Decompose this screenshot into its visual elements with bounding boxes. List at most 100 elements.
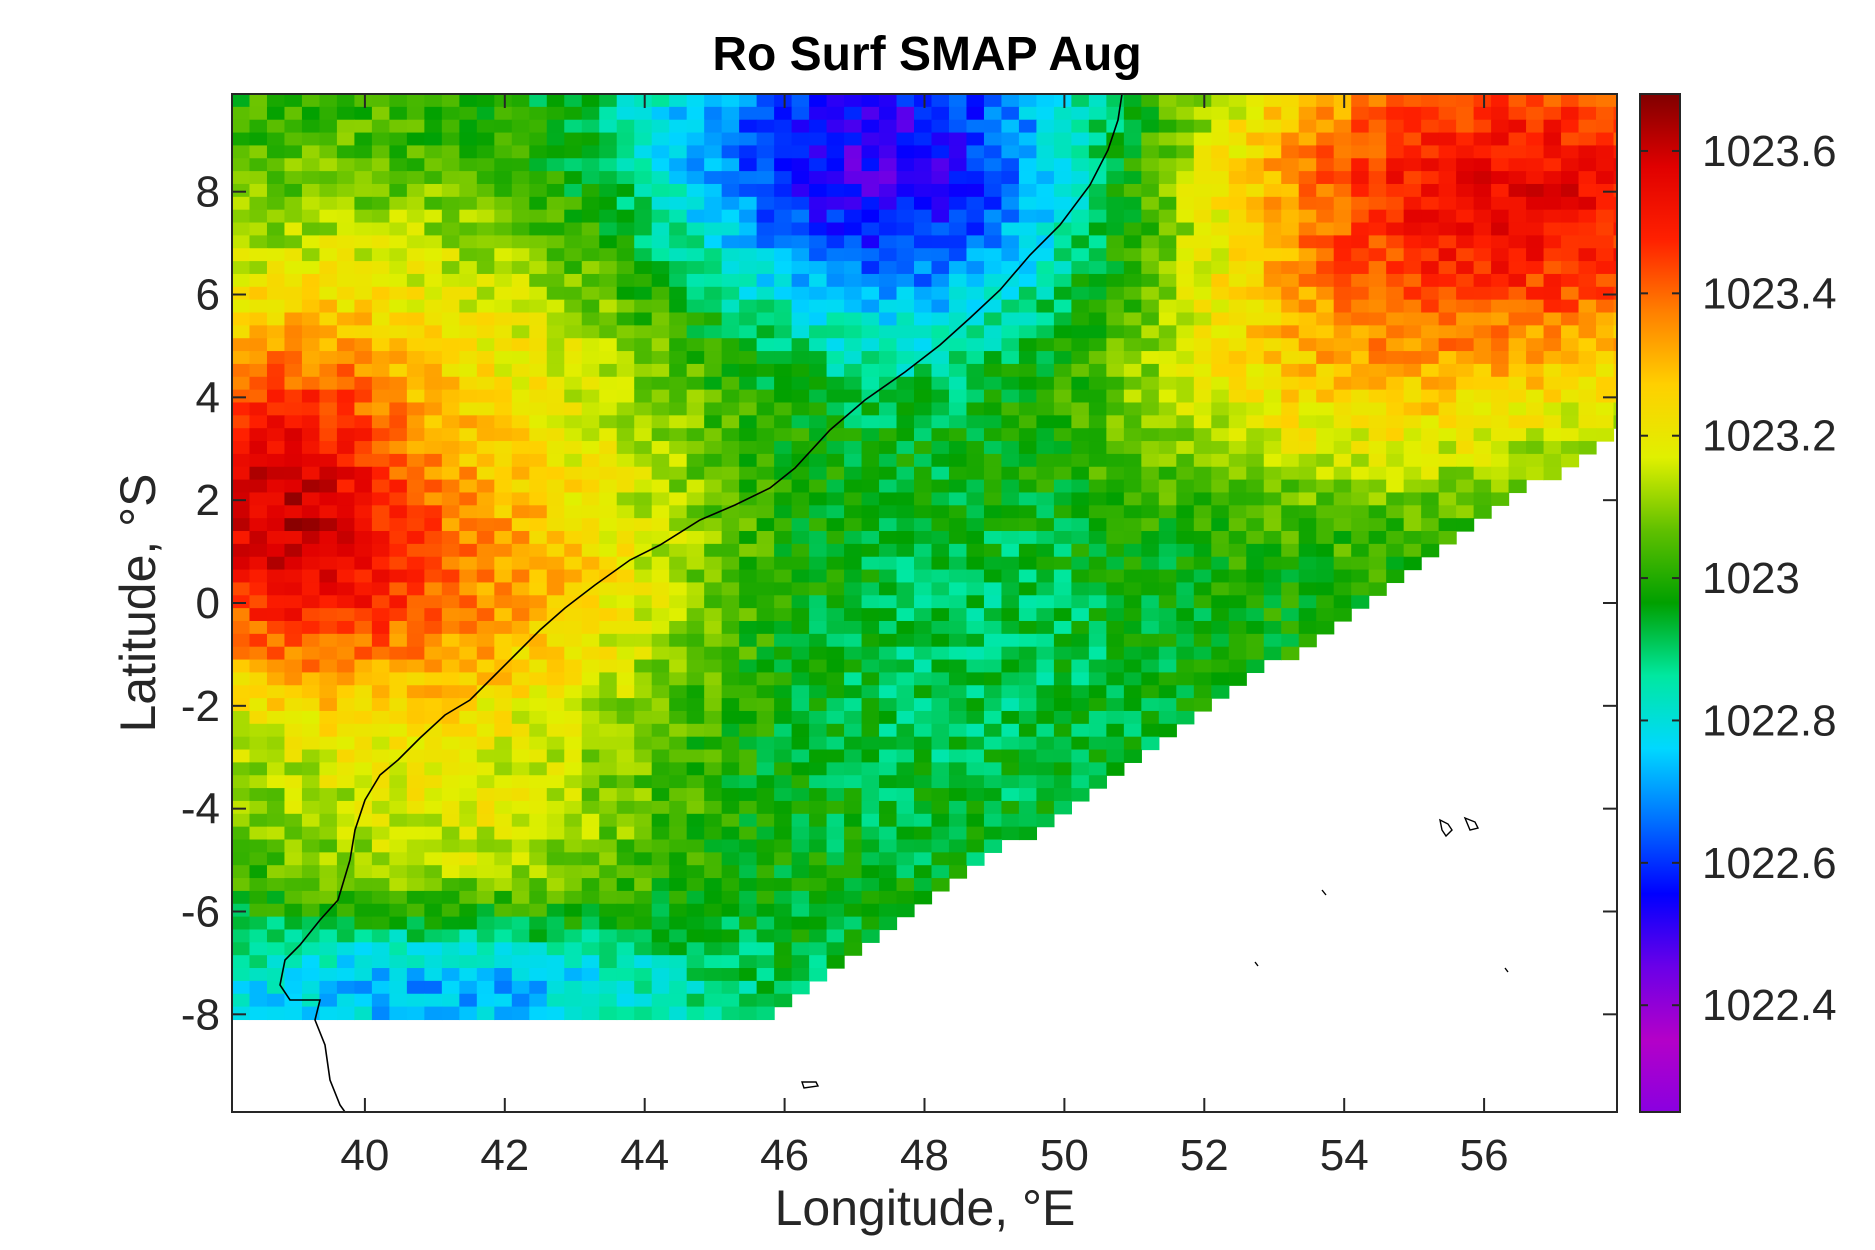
heatmap-cell [511,145,530,159]
heatmap-cell [669,209,688,224]
heatmap-cell [511,312,530,326]
heatmap-cell [599,286,618,301]
heatmap-cell [774,273,793,288]
heatmap-cell [1281,505,1300,519]
heatmap-cell [983,672,1003,686]
heatmap-cell [1491,235,1510,249]
heatmap-cell [371,749,390,763]
heatmap-cell [809,608,828,622]
heatmap-cell [1176,556,1195,571]
heatmap-cell [1001,132,1020,147]
heatmap-cell [686,222,705,236]
heatmap-cell [844,286,863,301]
heatmap-cell [1543,171,1562,185]
heatmap-cell [354,145,373,159]
heatmap-cell [441,505,460,519]
heatmap-cell [1001,158,1020,172]
heatmap-cell [1071,415,1090,429]
heatmap-cell [511,595,530,609]
heatmap-cell [336,389,356,404]
heatmap-cell [914,685,933,699]
heatmap-cell [966,839,985,853]
heatmap-cell [1526,209,1545,224]
heatmap-cell [616,132,635,147]
heatmap-cell [1193,145,1212,159]
heatmap-cell [1263,145,1282,159]
heatmap-cell [459,865,478,879]
heatmap-cell [1176,183,1195,198]
heatmap-cell [651,325,670,339]
heatmap-cell [1141,363,1160,378]
heatmap-cell [774,543,793,558]
heatmap-cell [1018,402,1038,416]
heatmap-cell [599,788,618,802]
heatmap-cell [948,415,968,429]
heatmap-cell [1386,312,1405,326]
heatmap-cell [1508,209,1527,224]
heatmap-cell [1386,338,1405,352]
heatmap-cell [1001,415,1020,429]
heatmap-cell [686,556,705,571]
heatmap-cell [1176,646,1195,661]
heatmap-cell [599,376,618,391]
heatmap-cell [721,762,740,776]
heatmap-cell [948,518,968,532]
heatmap-cell [1596,363,1615,378]
heatmap-cell [1176,595,1195,609]
heatmap-cell [1158,428,1177,442]
heatmap-cell [424,813,443,828]
heatmap-cell [791,839,810,853]
heatmap-cell [1176,261,1195,275]
heatmap-cell [266,916,286,931]
heatmap-cell [319,595,338,609]
heatmap-cell [914,466,933,481]
heatmap-cell [1053,762,1072,776]
heatmap-cell [1333,351,1352,365]
heatmap-cell [879,710,898,725]
heatmap-cell [669,968,688,982]
heatmap-cell [826,453,845,468]
heatmap-cell [1298,376,1317,391]
heatmap-cell [1456,158,1475,172]
heatmap-cell [371,183,390,198]
heatmap-cell [826,633,845,648]
heatmap-cell [1106,325,1125,339]
heatmap-cell [704,775,723,789]
heatmap-cell [879,826,898,841]
heatmap-cell [1491,171,1510,185]
heatmap-cell [756,582,775,596]
heatmap-cell [564,1006,583,1021]
heatmap-cell [879,209,898,224]
heatmap-cell [371,273,390,288]
heatmap-cell [1123,441,1142,455]
heatmap-cell [1036,698,1055,712]
heatmap-cell [774,402,793,416]
heatmap-cell [721,968,740,982]
heatmap-cell [844,800,863,815]
heatmap-cell [1316,261,1335,275]
heatmap-cell [721,363,740,378]
heatmap-cell [406,826,425,841]
heatmap-cell [896,492,915,506]
heatmap-cell [1211,389,1230,404]
heatmap-cell [1211,595,1230,609]
heatmap-cell [756,505,775,519]
heatmap-cell [389,569,408,584]
heatmap-cell [389,595,408,609]
heatmap-cell [809,402,828,416]
heatmap-cell [1018,620,1038,635]
heatmap-cell [1018,171,1038,185]
heatmap-cell [1001,171,1020,185]
heatmap-cell [721,248,740,262]
heatmap-cell [1596,209,1615,224]
heatmap-cell [1228,312,1247,326]
heatmap-cell [774,389,793,404]
heatmap-cell [1001,441,1020,455]
heatmap-cell [581,800,600,815]
heatmap-cell [774,196,793,211]
heatmap-cell [686,1006,705,1021]
heatmap-cell [1263,543,1282,558]
heatmap-cell [826,261,845,275]
heatmap-cell [669,299,688,314]
heatmap-cell [669,800,688,815]
